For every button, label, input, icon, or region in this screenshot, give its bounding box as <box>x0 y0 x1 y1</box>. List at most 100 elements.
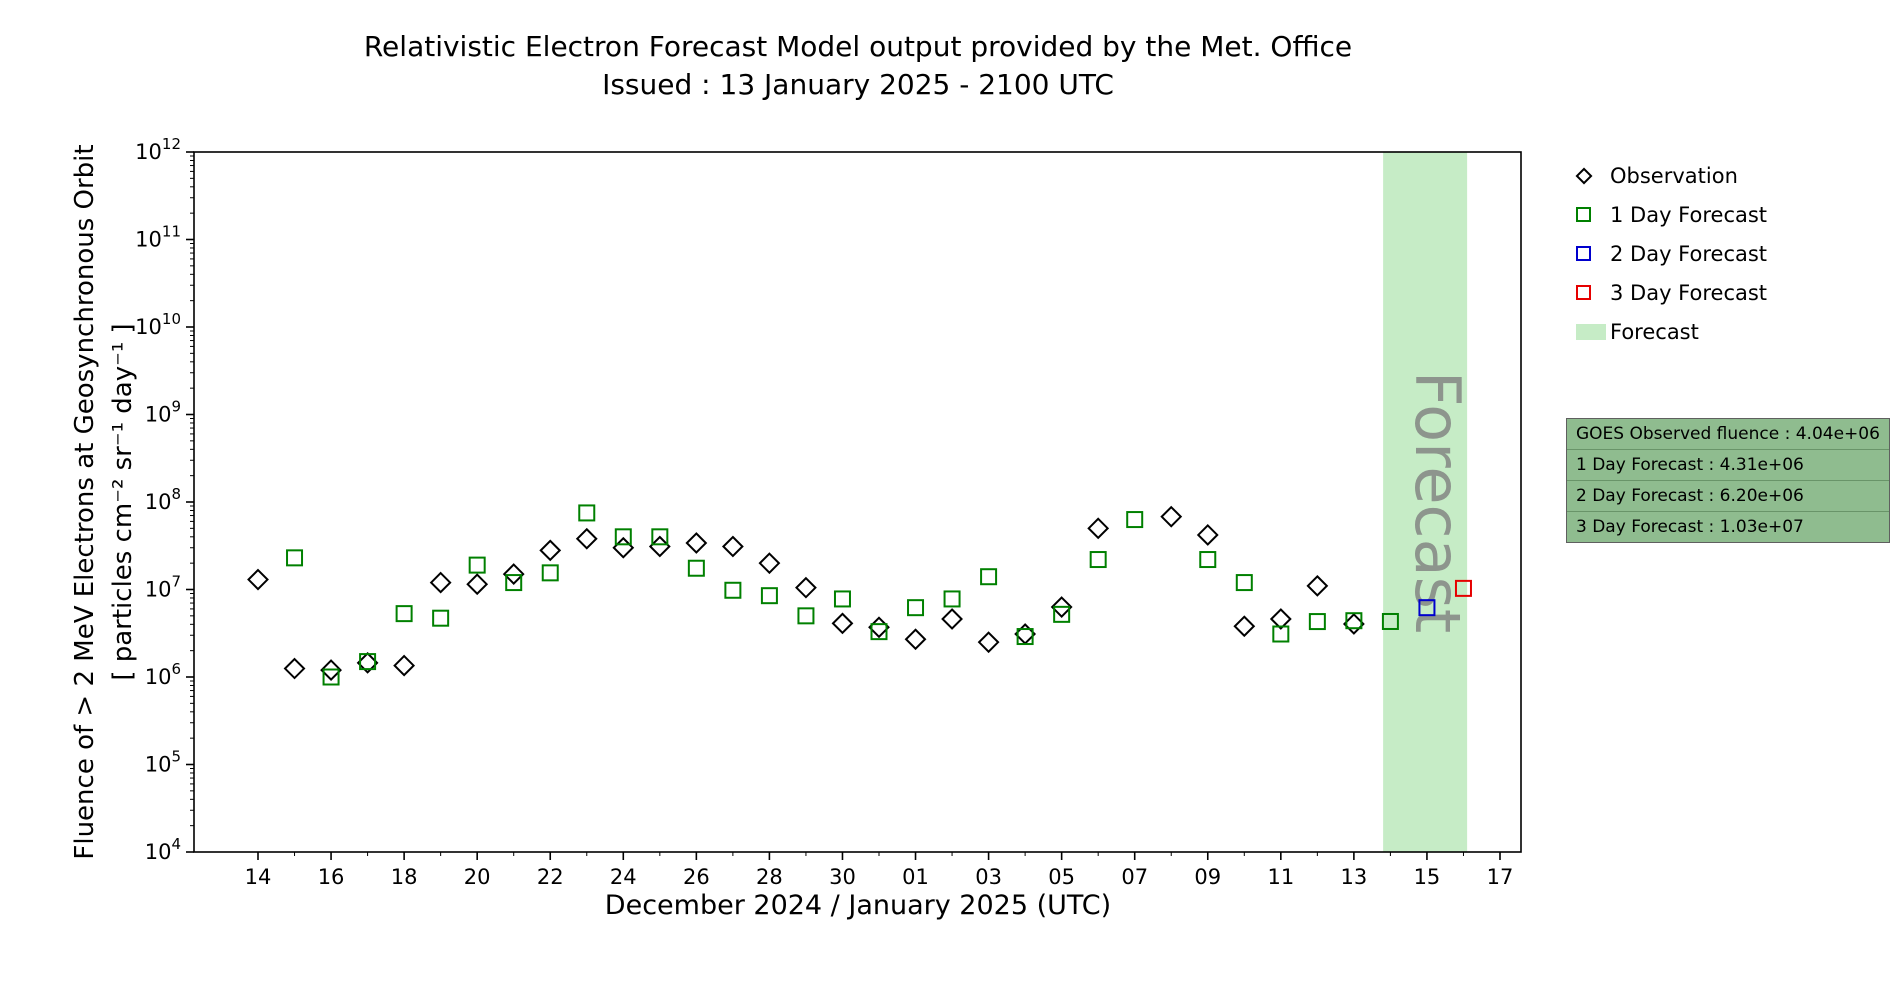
series-2-day-forecast <box>1418 599 1436 617</box>
observation-point <box>1087 517 1110 540</box>
1-day-forecast-point <box>651 528 669 546</box>
axis-tick-labels: 104 105 106 107 108 109 1010 1011 1012 14 16 18 20 22… <box>135 135 1513 889</box>
1-day-forecast-point <box>870 623 888 641</box>
observation-point <box>721 535 744 558</box>
y-tick-label: 105 <box>145 748 181 777</box>
x-tick-label: 28 <box>756 865 783 889</box>
legend-label: 2 Day Forecast <box>1610 241 1768 266</box>
legend-label: Forecast <box>1610 319 1699 344</box>
x-tick-label: 16 <box>318 865 345 889</box>
1-day-forecast-point <box>541 564 559 582</box>
2-day-forecast-point <box>1418 599 1436 617</box>
1-day-forecast-point <box>760 587 778 605</box>
series-1-day-forecast <box>286 504 1399 686</box>
1-day-forecast-point <box>1381 612 1399 630</box>
x-tick-label: 24 <box>610 865 637 889</box>
legend-item-2-day-forecast: 2 Day Forecast <box>1576 234 1767 273</box>
y-axis-label-line2: [ particles cm⁻² sr⁻¹ day⁻¹ ] <box>108 323 138 681</box>
forecast-info-box: GOES Observed fluence : 4.04e+06 1 Day F… <box>1566 418 1890 543</box>
x-tick-label: 15 <box>1414 865 1441 889</box>
1-day-forecast-point <box>1272 625 1290 643</box>
observation-point <box>904 628 927 651</box>
observation-point <box>1306 574 1329 597</box>
legend-item-observation: Observation <box>1575 156 1767 195</box>
1-day-forecast-point <box>1016 628 1034 646</box>
x-tick-label: 07 <box>1121 865 1148 889</box>
observation-point <box>283 657 306 680</box>
x-tick-label: 17 <box>1487 865 1514 889</box>
1-day-forecast-point <box>1053 605 1071 623</box>
observation-point <box>831 612 854 635</box>
legend-item-1-day-forecast: 1 Day Forecast <box>1576 195 1767 234</box>
y-tick-label: 1011 <box>135 223 181 252</box>
two-day-forecast-square-icon <box>1576 246 1591 261</box>
y-tick-label: 108 <box>145 485 181 514</box>
legend: Observation 1 Day Forecast 2 Day Forecas… <box>1575 156 1768 351</box>
1-day-forecast-point <box>1126 511 1144 529</box>
1-day-forecast-point <box>943 590 961 608</box>
forecast-band <box>1383 152 1468 852</box>
chart-title: Relativistic Electron Forecast Model out… <box>363 30 1353 63</box>
legend-label: 1 Day Forecast <box>1610 202 1768 227</box>
forecast-band-label: Forecast <box>1401 371 1474 633</box>
x-tick-label: 14 <box>245 865 272 889</box>
observation-point <box>941 608 963 630</box>
y-tick-label: 107 <box>145 573 181 602</box>
y-axis-label: Fluence of > 2 MeV Electrons at Geosynch… <box>66 144 142 859</box>
1-day-forecast-point <box>1345 612 1363 630</box>
legend-label: 3 Day Forecast <box>1610 280 1768 305</box>
1-day-forecast-point <box>1089 551 1107 569</box>
1-day-forecast-point <box>286 549 304 567</box>
axis-ticks <box>186 151 1501 860</box>
1-day-forecast-point <box>359 653 377 671</box>
x-tick-label: 18 <box>391 865 418 889</box>
x-tick-label: 09 <box>1194 865 1221 889</box>
info-line-2-day-forecast: 2 Day Forecast : 6.20e+06 <box>1567 480 1889 511</box>
y-tick-label: 104 <box>145 835 181 864</box>
y-axis-label-line1: Fluence of > 2 MeV Electrons at Geosynch… <box>70 144 100 860</box>
observation-point <box>247 568 269 591</box>
observation-point <box>758 552 781 575</box>
observation-point <box>1050 596 1073 618</box>
legend-item-forecast-band: Forecast <box>1576 312 1767 351</box>
1-day-forecast-point <box>614 528 632 546</box>
observation-point <box>1196 524 1219 546</box>
1-day-forecast-point <box>468 556 486 574</box>
x-tick-label: 30 <box>829 865 856 889</box>
plot-frame <box>193 151 1522 853</box>
info-line-1-day-forecast: 1 Day Forecast : 4.31e+06 <box>1567 449 1889 480</box>
1-day-forecast-point <box>833 590 851 608</box>
observation-point <box>429 571 452 594</box>
1-day-forecast-point <box>980 568 998 586</box>
legend-marker-cell <box>1575 167 1610 184</box>
y-tick-label: 106 <box>145 660 181 689</box>
y-tick-label: 1010 <box>135 310 181 339</box>
observation-point <box>539 539 562 562</box>
x-tick-label: 20 <box>464 865 491 889</box>
forecast-band-swatch-icon <box>1576 323 1606 340</box>
observation-point <box>795 576 817 599</box>
observation-point <box>1233 615 1256 638</box>
chart-subtitle: Issued : 13 January 2025 - 2100 UTC <box>602 68 1114 101</box>
observation-point <box>393 654 416 677</box>
observation-point <box>356 651 379 674</box>
legend-marker-cell <box>1576 246 1610 261</box>
1-day-forecast-point <box>1199 551 1217 569</box>
observation-diamond-icon <box>1575 167 1593 184</box>
x-tick-label: 03 <box>975 865 1002 889</box>
1-day-forecast-point <box>578 504 596 522</box>
series-observation <box>247 505 1365 681</box>
1-day-forecast-point <box>724 581 742 599</box>
info-line-observed-fluence: GOES Observed fluence : 4.04e+06 <box>1576 424 1880 444</box>
x-tick-label: 05 <box>1048 865 1075 889</box>
info-line-3-day-forecast: 3 Day Forecast : 1.03e+07 <box>1567 511 1889 542</box>
legend-marker-cell <box>1576 323 1610 340</box>
one-day-forecast-square-icon <box>1576 207 1591 222</box>
x-axis-label: December 2024 / January 2025 (UTC) <box>604 890 1112 921</box>
legend-marker-cell <box>1576 207 1610 222</box>
x-tick-label: 13 <box>1341 865 1368 889</box>
1-day-forecast-point <box>1235 574 1253 592</box>
1-day-forecast-point <box>907 599 925 617</box>
legend-marker-cell <box>1576 285 1610 300</box>
